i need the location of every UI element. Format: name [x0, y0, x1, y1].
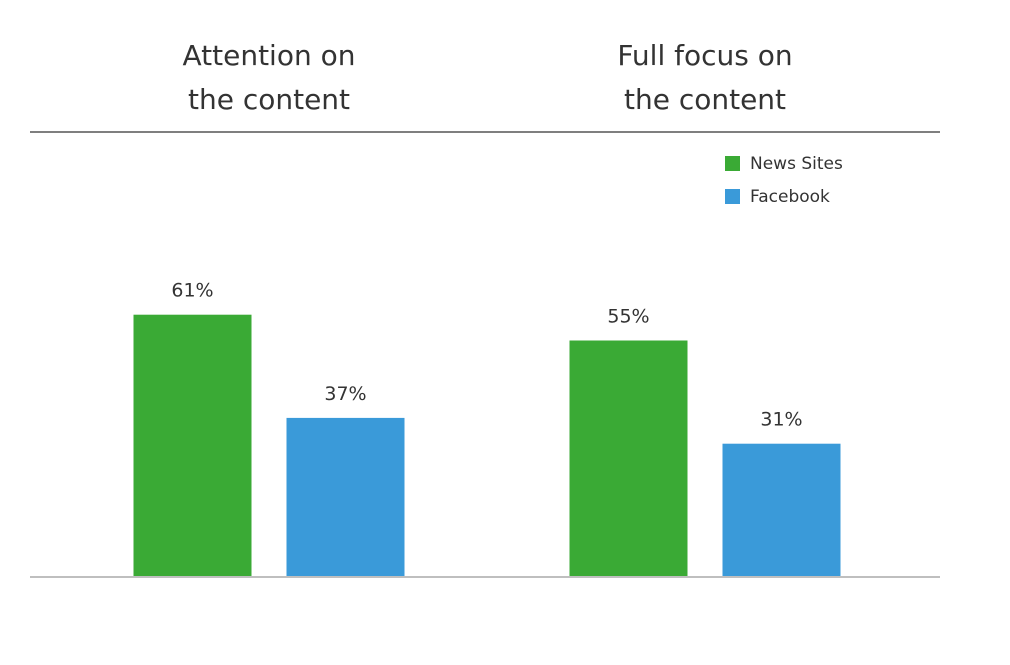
data-label: 61%	[171, 280, 213, 302]
legend-label: Facebook	[750, 187, 830, 207]
legend: News Sites Facebook	[725, 154, 843, 207]
bar-facebook	[722, 443, 841, 577]
legend-swatch	[725, 189, 740, 204]
category-title-line: the content	[624, 83, 786, 116]
legend-swatch	[725, 156, 740, 171]
bar-news-sites	[569, 340, 688, 577]
bar-news-sites	[133, 314, 252, 577]
category-title: Full focus on the content	[617, 39, 792, 116]
category-title-line: Attention on	[182, 39, 355, 72]
data-label: 55%	[607, 306, 649, 328]
data-label: 37%	[324, 383, 366, 405]
bar-facebook	[286, 417, 405, 577]
legend-label: News Sites	[750, 154, 843, 174]
bars	[133, 314, 841, 577]
category-title-line: the content	[188, 83, 350, 116]
category-titles: Attention on the content Full focus on the …	[182, 39, 792, 116]
data-labels: 61% 37% 55% 31%	[171, 280, 802, 431]
data-label: 31%	[760, 409, 802, 431]
category-title-line: Full focus on	[617, 39, 792, 72]
category-title: Attention on the content	[182, 39, 355, 116]
